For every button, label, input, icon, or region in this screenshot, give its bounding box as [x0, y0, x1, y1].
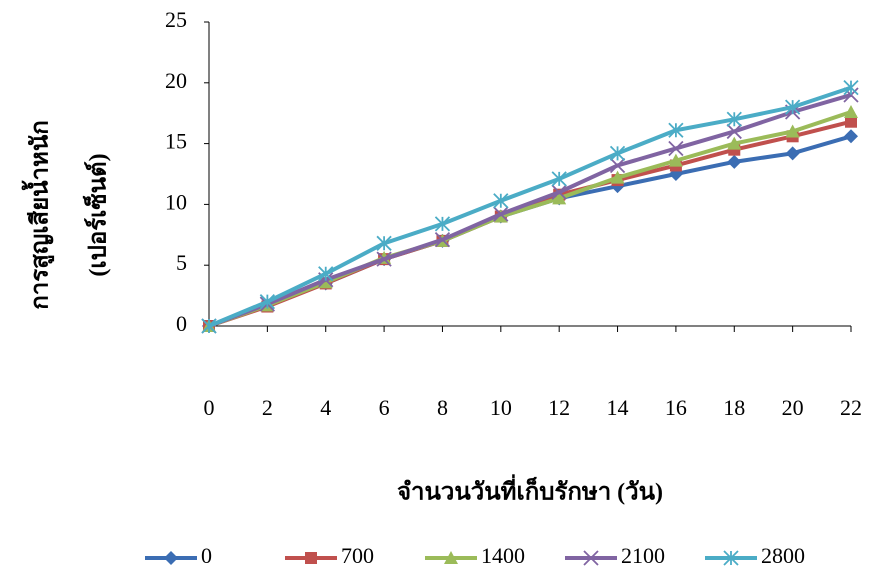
marker: [668, 140, 684, 157]
legend-label: 700: [341, 543, 374, 568]
legend-marker: [444, 551, 458, 564]
marker: [843, 80, 859, 96]
x-tick-label: 16: [665, 395, 687, 420]
x-tick-label: 12: [548, 395, 570, 420]
marker: [552, 191, 567, 205]
marker: [610, 170, 625, 184]
y-axis-label: (เปอร์เซ็นต์): [83, 153, 112, 276]
marker: [259, 294, 276, 310]
series-line: [208, 85, 852, 328]
x-tick-label: 8: [437, 395, 448, 420]
legend-marker: [305, 552, 317, 564]
y-tick-label: 20: [165, 68, 187, 93]
legend-marker: [583, 550, 599, 566]
marker: [844, 104, 858, 118]
marker: [318, 266, 334, 282]
x-tick-label: 0: [204, 395, 215, 420]
marker: [609, 157, 626, 174]
legend-label: 1400: [481, 543, 525, 568]
y-tick-label: 25: [165, 7, 187, 32]
legend-label: 2800: [761, 543, 805, 568]
marker: [845, 115, 857, 128]
series-line: [208, 119, 852, 328]
marker: [201, 318, 217, 334]
marker: [785, 146, 800, 161]
x-tick-label: 2: [262, 395, 273, 420]
marker: [726, 111, 742, 127]
marker: [727, 136, 742, 150]
x-tick-label: 18: [723, 395, 745, 420]
y-tick-label: 5: [176, 250, 187, 275]
marker: [434, 216, 451, 232]
marker: [609, 145, 626, 161]
marker: [727, 154, 742, 169]
series-line: [208, 110, 852, 328]
legend-marker: [164, 551, 178, 565]
marker: [434, 232, 451, 248]
x-axis-label: จำนวนวันที่เก็บรักษา (วัน): [397, 474, 663, 506]
marker: [376, 235, 392, 251]
x-tick-label: 6: [379, 395, 390, 420]
x-tick-label: 20: [782, 395, 804, 420]
series-line: [208, 134, 852, 328]
legend-marker: [723, 550, 739, 566]
marker: [551, 171, 567, 187]
y-tick-label: 15: [165, 129, 187, 154]
x-tick-label: 14: [607, 395, 629, 420]
marker: [785, 124, 800, 138]
y-tick-label: 10: [165, 189, 187, 214]
series-line: [208, 93, 852, 328]
legend-label: 2100: [621, 543, 665, 568]
marker: [376, 251, 392, 267]
x-tick-label: 10: [490, 395, 512, 420]
marker: [784, 99, 801, 115]
x-tick-label: 4: [320, 395, 331, 420]
marker: [493, 193, 509, 209]
marker: [493, 206, 509, 222]
y-tick-label: 0: [176, 311, 187, 336]
marker: [726, 123, 742, 140]
marker: [844, 129, 858, 144]
y-axis-label: การสูญเสียน้ำหนัก: [21, 120, 55, 310]
legend-label: 0: [201, 543, 212, 568]
marker: [668, 153, 683, 167]
marker: [668, 122, 684, 138]
marker: [551, 184, 567, 200]
x-tick-label: 22: [840, 395, 862, 420]
